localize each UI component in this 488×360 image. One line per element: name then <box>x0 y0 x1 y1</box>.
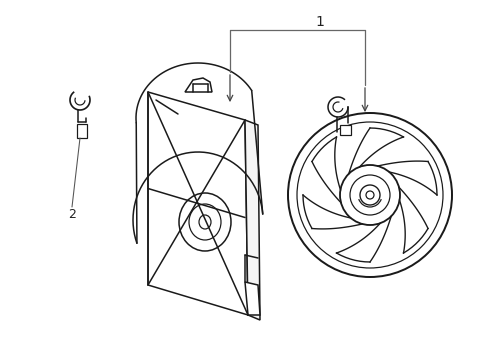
Polygon shape <box>148 92 247 315</box>
Circle shape <box>339 165 399 225</box>
Polygon shape <box>184 78 212 92</box>
Polygon shape <box>244 120 260 320</box>
Polygon shape <box>77 124 87 138</box>
Text: 2: 2 <box>68 208 76 221</box>
Polygon shape <box>339 125 350 135</box>
Circle shape <box>365 191 373 199</box>
Circle shape <box>359 185 379 205</box>
Circle shape <box>287 113 451 277</box>
Ellipse shape <box>179 193 230 251</box>
Polygon shape <box>244 282 260 315</box>
Text: 1: 1 <box>315 15 324 29</box>
